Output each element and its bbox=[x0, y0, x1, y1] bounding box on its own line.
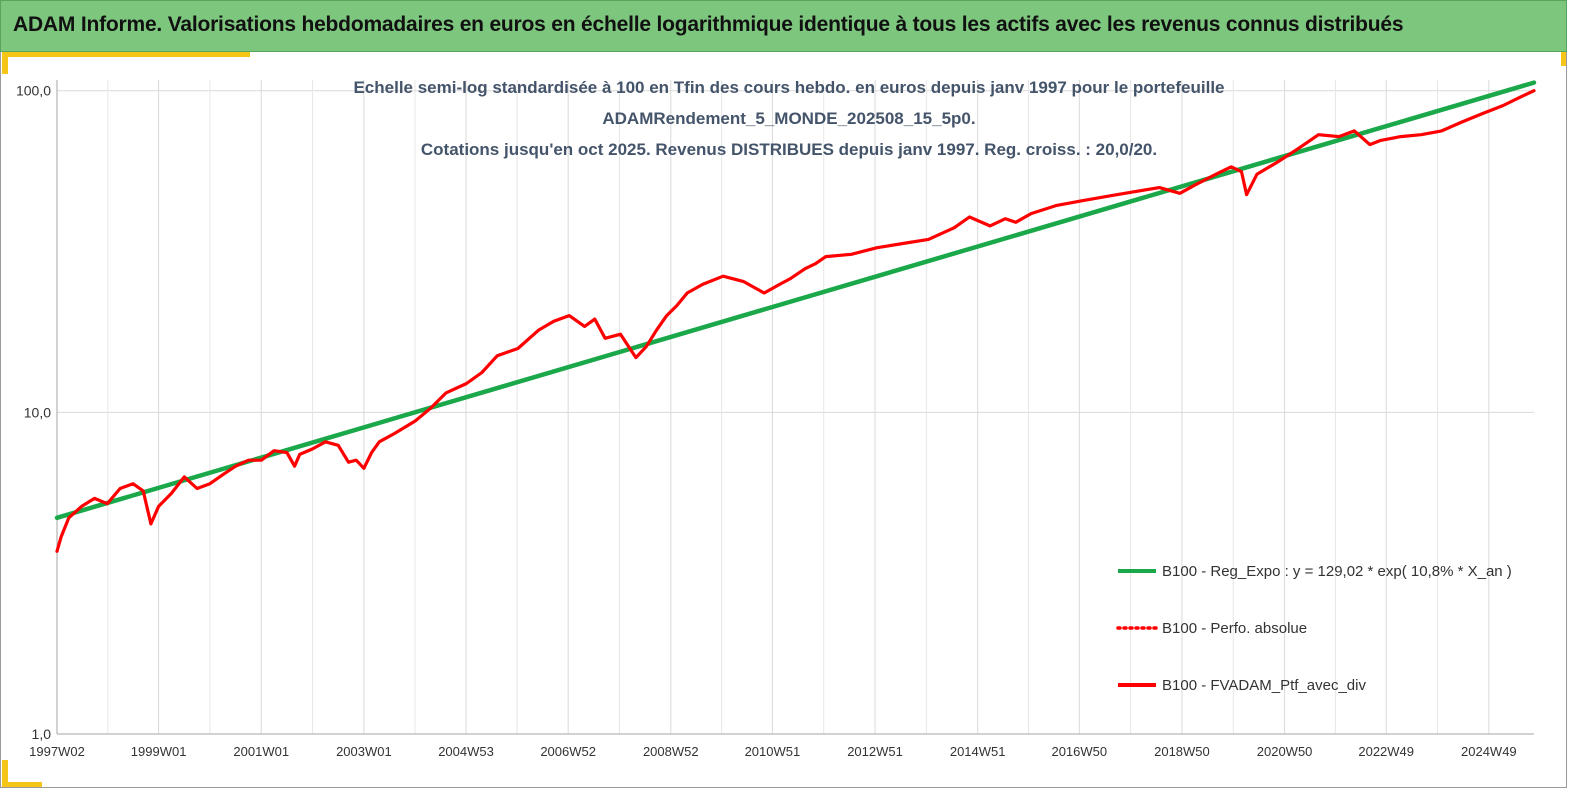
x-tick-label: 2022W49 bbox=[1358, 744, 1414, 759]
accent-bar-bottom bbox=[2, 782, 42, 787]
legend-entry-label: B100 - FVADAM_Ptf_avec_div bbox=[1162, 677, 1366, 694]
x-tick-label: 2006W52 bbox=[540, 744, 596, 759]
x-tick-label: 2001W01 bbox=[233, 744, 289, 759]
legend-entry-label: B100 - Perfo. absolue bbox=[1162, 620, 1307, 637]
header-banner: ADAM Informe. Valorisations hebdomadaire… bbox=[0, 0, 1567, 52]
x-tick-label: 2010W51 bbox=[745, 744, 801, 759]
x-tick-label: 2004W53 bbox=[438, 744, 494, 759]
grid bbox=[56, 80, 1534, 735]
x-axis: 1997W02 1999W01 2001W01 2003W01 2004W53 2006W… bbox=[29, 733, 1534, 759]
x-tick-label: 2008W52 bbox=[643, 744, 699, 759]
chart-title-line: Echelle semi-log standardisée à 100 en T… bbox=[353, 78, 1224, 97]
x-tick-label: 2020W50 bbox=[1257, 744, 1313, 759]
x-tick-label: 2014W51 bbox=[950, 744, 1006, 759]
x-tick-label: 2012W51 bbox=[847, 744, 903, 759]
x-tick-label: 2018W50 bbox=[1154, 744, 1210, 759]
x-tick-label: 1997W02 bbox=[29, 744, 85, 759]
chart-title: Echelle semi-log standardisée à 100 en T… bbox=[353, 78, 1224, 159]
chart-title-line: Cotations jusqu'en oct 2025. Revenus DIS… bbox=[421, 140, 1157, 159]
x-tick-label: 1999W01 bbox=[131, 744, 187, 759]
y-tick-label: 100,0 bbox=[16, 83, 51, 99]
plot-area bbox=[54, 80, 1537, 553]
y-axis: 100,0 10,0 1,0 bbox=[16, 80, 58, 742]
legend-entry-label: B100 - Reg_Expo : y = 129,02 * exp( 10,8… bbox=[1162, 563, 1512, 580]
page-title: ADAM Informe. Valorisations hebdomadaire… bbox=[13, 13, 1404, 36]
accent-bar-right bbox=[1561, 52, 1566, 66]
accent-bar-top bbox=[2, 52, 250, 57]
portfolio-line bbox=[55, 89, 1536, 553]
accent-bar-left bbox=[2, 52, 8, 74]
accent-bar-bottom-left bbox=[2, 760, 8, 786]
x-tick-label: 2016W50 bbox=[1051, 744, 1107, 759]
chart-frame bbox=[0, 52, 1567, 788]
chart-title-line: ADAMRendement_5_MONDE_202508_15_5p0. bbox=[602, 109, 975, 128]
x-tick-label: 2003W01 bbox=[336, 744, 392, 759]
x-tick-label: 2024W49 bbox=[1461, 744, 1517, 759]
y-tick-label: 10,0 bbox=[24, 404, 51, 420]
legend: B100 - Reg_Expo : y = 129,02 * exp( 10,8… bbox=[1116, 563, 1512, 694]
y-tick-label: 1,0 bbox=[32, 726, 52, 742]
